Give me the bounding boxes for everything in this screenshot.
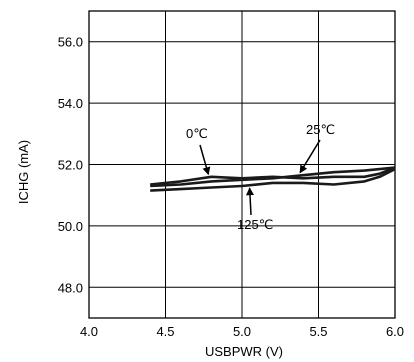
y-tick-label: 56.0: [58, 35, 83, 50]
annotation-label: 125℃: [237, 217, 273, 232]
annotation-label: 25℃: [306, 122, 335, 137]
y-axis-label: ICHG (mA): [16, 140, 31, 204]
x-tick-labels: 4.0 4.5 5.0 5.5 6.0: [80, 324, 404, 339]
annotations: 0℃ 25℃ 125℃: [186, 122, 335, 232]
y-tick-labels: 48.0 50.0 52.0 54.0 56.0: [58, 35, 83, 296]
x-tick-label: 4.5: [156, 324, 174, 339]
x-tick-label: 5.5: [309, 324, 327, 339]
series-line-2: [150, 167, 396, 192]
annotation-arrow: [246, 187, 254, 216]
y-tick-label: 54.0: [58, 96, 83, 111]
y-tick-label: 48.0: [58, 280, 83, 295]
plot-frame: [88, 10, 396, 319]
y-tick-label: 52.0: [58, 158, 83, 173]
grid-lines: [89, 11, 395, 318]
annotation-arrow: [299, 139, 321, 174]
y-tick-label: 50.0: [58, 219, 83, 234]
x-tick-label: 4.0: [80, 324, 98, 339]
series-lines: [150, 166, 396, 192]
x-tick-label: 6.0: [386, 324, 404, 339]
x-tick-label: 5.0: [233, 324, 251, 339]
annotation-arrow: [199, 144, 211, 176]
annotation-label: 0℃: [186, 126, 208, 141]
x-axis-label: USBPWR (V): [205, 344, 283, 359]
series-line-1: [150, 166, 396, 188]
